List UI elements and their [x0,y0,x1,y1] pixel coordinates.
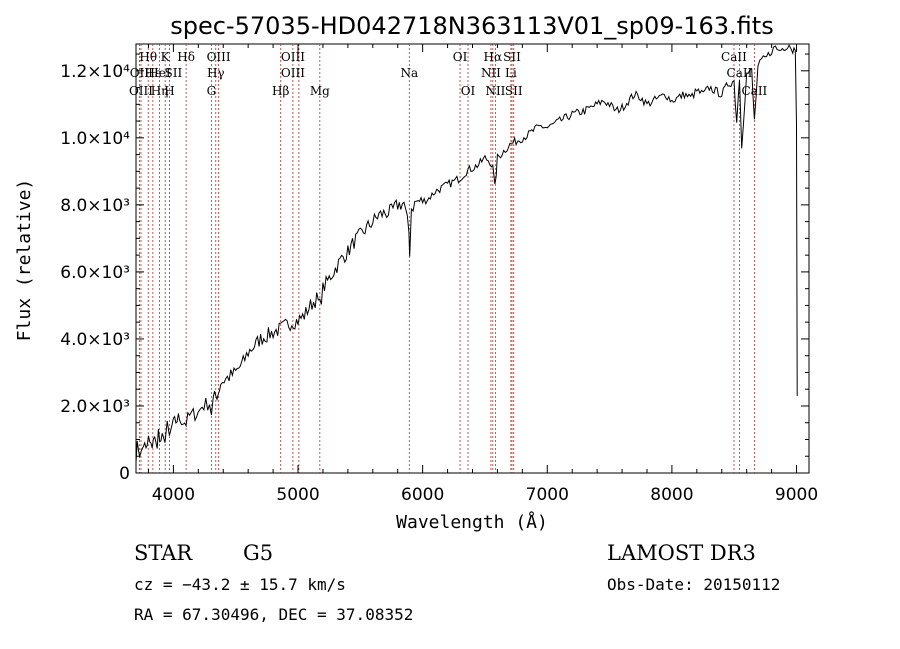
spectrum-line [135,44,798,463]
spectral-line-label: SII [165,66,183,80]
x-tick-label: 5000 [276,485,319,505]
spectral-line-label: H [164,84,174,98]
spectral-line-label: OII [130,66,150,80]
spectral-line-label: Mg [310,84,330,98]
y-tick-label: 4.0×10³ [60,330,130,350]
spectral-line-label: K [161,50,171,64]
spectral-line-label: Hε [144,66,161,80]
y-axis-label: Flux (relative) [14,179,35,342]
spectral-line-label: NII [485,84,505,98]
spectral-line-label: OIII [281,50,305,64]
spectral-line-label: Hθ [139,50,157,64]
coordinates-text: RA = 67.30496, DEC = 37.08352 [134,605,413,624]
spectral-line-markers [138,44,755,473]
y-tick-label: 1.0×10⁴ [60,129,130,149]
x-tick-label: 8000 [650,485,693,505]
spectral-line-label: OIII [207,50,231,64]
spectral-line-label: Hη [151,84,169,98]
spectral-line-label: Hβ [272,84,289,98]
y-axis-ticks: 0 2.0×10³ 4.0×10³ 6.0×10³ 8.0×10³ 1.0×10⁴ 1.2×… [60,53,809,484]
spectral-line-label: OI [453,50,468,64]
obs-date-text: Obs-Date: 20150112 [607,575,780,594]
x-tick-label: 7000 [526,485,569,505]
spectral-line-label: OIII [129,84,153,98]
y-tick-label: 2.0×10³ [60,397,130,417]
spectral-line-label: Hα [484,50,503,64]
spectral-line-label: SII [503,50,521,64]
y-tick-label: 8.0×10³ [60,196,130,216]
spectral-line-label: HeI [148,66,171,80]
spectral-line-label: G [207,84,217,98]
spectral-line-label: Hγ [207,66,225,80]
spectral-line-label: OI [461,84,476,98]
object-subclass: G5 [243,541,273,565]
y-tick-label: 6.0×10³ [60,263,130,283]
object-class: STAR [134,541,193,565]
spectral-line-label: OIII [281,66,305,80]
spectral-line-label: Hδ [177,50,195,64]
spectral-line-label: NII [481,66,501,80]
spectral-line-label: CaII [741,84,767,98]
spectral-line-label: CaII [721,50,747,64]
x-tick-label: 9000 [775,485,818,505]
x-tick-label: 4000 [152,485,195,505]
x-tick-label: 6000 [401,485,444,505]
chart-title: spec-57035-HD042718N363113V01_sp09-163.f… [170,12,773,40]
spectral-line-label: Na [400,66,418,80]
survey-name: LAMOST DR3 [607,541,756,565]
redshift-text: cz = −43.2 ± 15.7 km/s [134,575,346,594]
plot-frame [135,43,810,474]
spectral-line-label: SII [505,84,523,98]
y-tick-label: 1.2×10⁴ [60,62,130,82]
spectral-line-label: Li [505,66,517,80]
y-tick-label: 0 [119,464,130,484]
x-axis-label: Wavelength (Å) [396,511,548,533]
x-axis-ticks: 4000 5000 6000 7000 8000 9000 [147,44,818,505]
